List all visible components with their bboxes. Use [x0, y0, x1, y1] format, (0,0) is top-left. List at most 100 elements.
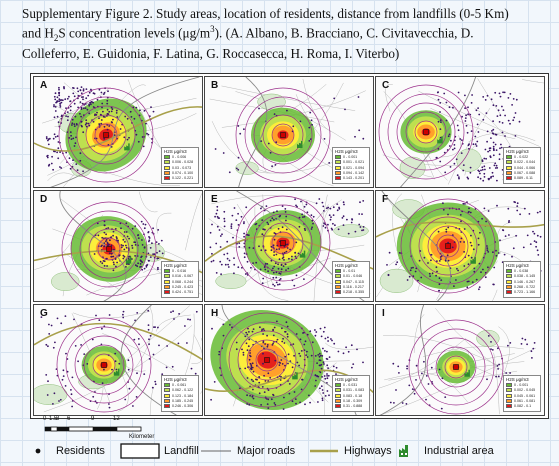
resident-point [114, 360, 117, 363]
resident-point [319, 387, 321, 390]
resident-point [484, 168, 486, 171]
resident-point [498, 121, 501, 123]
resident-point [324, 226, 327, 229]
resident-point [539, 235, 542, 238]
resident-point [276, 338, 279, 341]
resident-point [342, 224, 345, 226]
resident-point [411, 388, 414, 390]
distance-ring-2 [246, 339, 288, 381]
resident-point [418, 259, 421, 262]
resident-point [79, 101, 82, 103]
minor-road [385, 84, 393, 112]
legend-level-d-1: 0 - 0.016 [172, 268, 187, 273]
resident-point [226, 257, 229, 260]
resident-point [58, 100, 61, 102]
resident-point [473, 267, 476, 270]
swatch-e-3 [335, 279, 341, 284]
resident-point [237, 168, 240, 171]
swatch-e-4 [335, 284, 341, 289]
resident-point [100, 122, 103, 125]
resident-point [103, 245, 106, 248]
swatch-d-1 [164, 268, 170, 273]
resident-point [123, 255, 126, 258]
minor-road [102, 333, 176, 371]
legend-label-landfill: Landfill [164, 445, 199, 457]
resident-point [282, 337, 284, 340]
minor-road [493, 352, 500, 415]
resident-point [149, 256, 152, 258]
map-layer-d [34, 191, 202, 301]
resident-point [327, 223, 329, 226]
resident-point [66, 111, 69, 113]
map-layer-a [34, 77, 202, 187]
resident-point [463, 228, 466, 230]
resident-point [444, 171, 447, 174]
resident-point [53, 104, 55, 106]
resident-point [314, 329, 316, 331]
distance-ring-4 [70, 210, 148, 288]
resident-point [494, 133, 497, 136]
resident-point [111, 368, 113, 371]
resident-point [440, 407, 443, 410]
resident-point [328, 214, 331, 217]
resident-point [298, 225, 301, 228]
resident-point [326, 375, 328, 377]
resident-point [492, 145, 495, 148]
legend-label-industrial: Industrial area [424, 445, 494, 457]
resident-point [160, 239, 163, 242]
resident-point [68, 137, 71, 139]
resident-point [535, 241, 538, 244]
resident-point [54, 106, 57, 108]
legend-level-c-2: 0.022 - 0.044 [514, 160, 536, 165]
resident-point [292, 125, 295, 128]
resident-point [439, 258, 442, 260]
resident-point [108, 406, 111, 409]
legend-title-e: H2S μg/m3 [335, 263, 358, 269]
resident-point [76, 87, 79, 90]
resident-point [128, 263, 130, 266]
resident-point [57, 121, 60, 124]
resident-point [309, 111, 312, 114]
resident-point [56, 135, 59, 138]
resident-point [445, 230, 448, 233]
resident-point [533, 240, 536, 242]
resident-point [110, 255, 113, 258]
resident-point [87, 122, 90, 125]
resident-point [54, 92, 57, 95]
resident-point [326, 207, 328, 210]
resident-point [536, 211, 539, 214]
resident-point [133, 117, 136, 120]
resident-point [252, 262, 254, 264]
resident-point [258, 381, 261, 384]
swatch-c-3 [506, 165, 512, 170]
resident-point [220, 374, 222, 377]
resident-point [526, 234, 529, 237]
caption-line-3: Colleferro, E. Guidonia, F. Latina, G. R… [22, 46, 400, 62]
resident-point [103, 220, 106, 223]
resident-point [302, 332, 304, 334]
resident-point [323, 375, 326, 377]
resident-point [47, 139, 49, 142]
resident-point [69, 131, 72, 133]
resident-point [406, 365, 408, 368]
panel-label-b: B [211, 80, 219, 91]
resident-point [273, 232, 276, 234]
resident-point [250, 366, 253, 368]
resident-point [481, 168, 484, 171]
hatched-area [34, 384, 68, 405]
resident-point [447, 241, 449, 244]
resident-point [106, 99, 109, 102]
resident-point [501, 122, 504, 124]
resident-point [469, 211, 472, 214]
resident-point [249, 352, 251, 354]
resident-point [101, 327, 103, 330]
resident-point [157, 229, 160, 231]
resident-point [143, 227, 146, 230]
resident-point [536, 249, 539, 252]
legend-level-g-3: 0.123 - 0.184 [172, 393, 194, 398]
resident-point [289, 248, 291, 251]
resident-point [496, 115, 499, 117]
distance-ring-5 [219, 312, 315, 408]
industrial-site [297, 141, 303, 148]
resident-point [272, 342, 274, 345]
